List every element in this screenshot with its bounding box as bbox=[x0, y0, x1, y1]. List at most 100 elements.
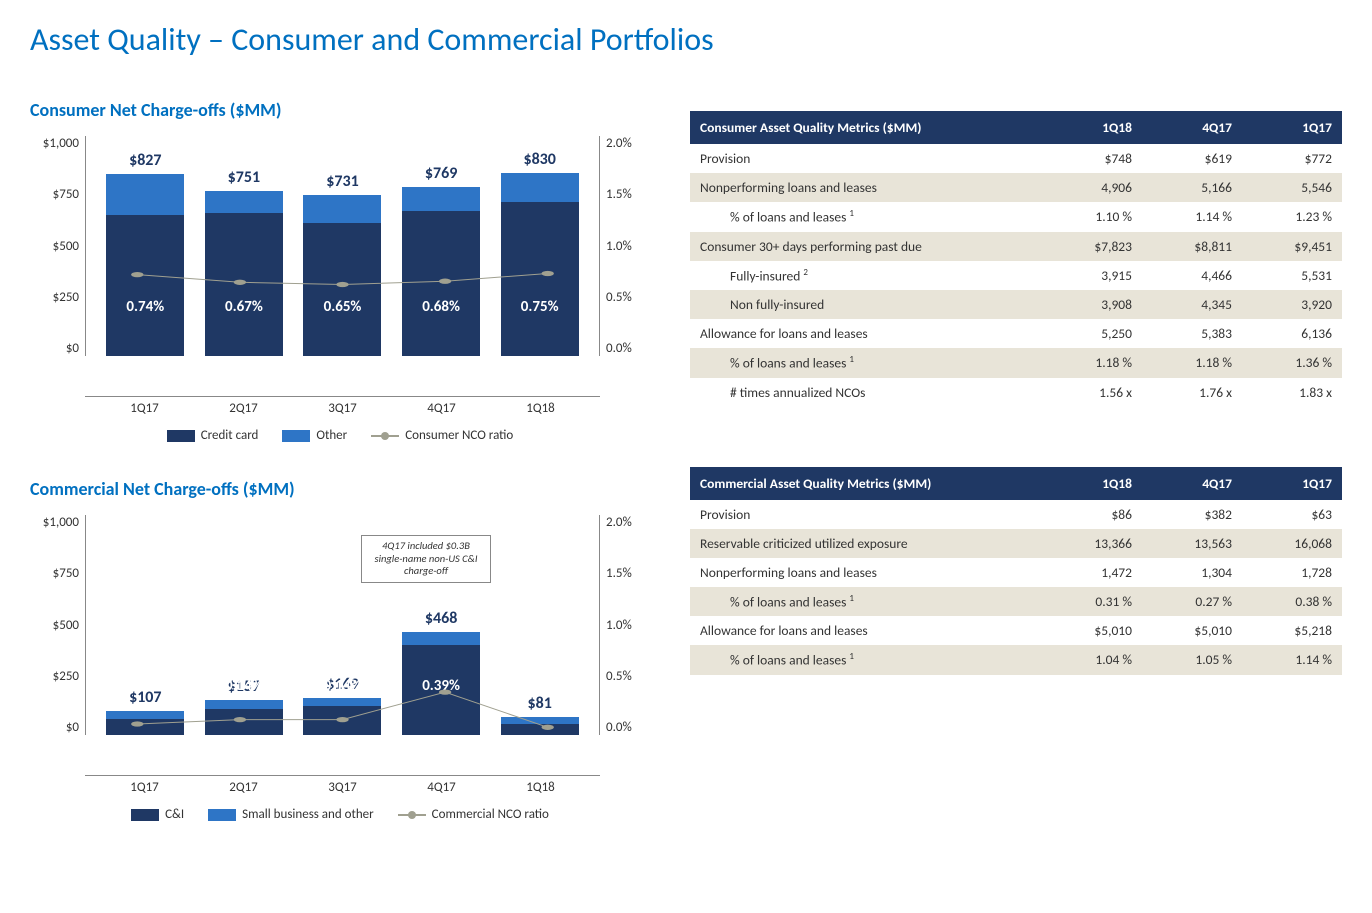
table-row: Nonperforming loans and leases4,9065,166… bbox=[690, 173, 1342, 202]
bar-pct-label: 0.14% bbox=[324, 677, 362, 695]
consumer-metrics-table: Consumer Asset Quality Metrics ($MM)1Q18… bbox=[690, 111, 1342, 407]
row-label: % of loans and leases 1 bbox=[690, 645, 1042, 675]
bar-total-label: $731 bbox=[326, 172, 358, 191]
bar-total-label: $81 bbox=[528, 694, 552, 713]
bar-pct-label: 0.67% bbox=[225, 298, 263, 316]
table-header: 4Q17 bbox=[1142, 467, 1242, 500]
table-row: Allowance for loans and leases5,2505,383… bbox=[690, 319, 1342, 348]
consumer-plot: $8270.74%$7510.67%$7310.65%$7690.68%$830… bbox=[85, 136, 600, 356]
bar-pct-label: 0.39% bbox=[422, 677, 460, 695]
row-value: $619 bbox=[1142, 144, 1242, 173]
page-title: Asset Quality – Consumer and Commercial … bbox=[30, 20, 1342, 59]
row-value: 1.18 % bbox=[1142, 348, 1242, 378]
row-label: Reservable criticized utilized exposure bbox=[690, 529, 1042, 558]
row-value: 5,531 bbox=[1242, 261, 1342, 291]
row-value: 3,920 bbox=[1242, 290, 1342, 319]
row-value: $86 bbox=[1042, 500, 1142, 529]
table-row: Consumer 30+ days performing past due$7,… bbox=[690, 232, 1342, 261]
row-value: 0.38 % bbox=[1242, 587, 1342, 617]
row-value: 1.56 x bbox=[1042, 378, 1142, 407]
row-value: $772 bbox=[1242, 144, 1342, 173]
row-value: $9,451 bbox=[1242, 232, 1342, 261]
bar-segment-secondary bbox=[106, 174, 184, 215]
table-row: Nonperforming loans and leases1,4721,304… bbox=[690, 558, 1342, 587]
row-value: $382 bbox=[1142, 500, 1242, 529]
commercial-annotation: 4Q17 included $0.3B single-name non-US C… bbox=[361, 535, 491, 583]
row-value: 1.04 % bbox=[1042, 645, 1142, 675]
legend-commercial-nco: Commercial NCO ratio bbox=[432, 807, 549, 822]
legend-other: Other bbox=[316, 428, 347, 443]
bar-segment-primary bbox=[402, 211, 480, 356]
row-value: 5,166 bbox=[1142, 173, 1242, 202]
bar-segment-secondary bbox=[303, 698, 381, 707]
main-layout: Consumer Net Charge-offs ($MM) $1,000$75… bbox=[30, 89, 1342, 857]
table-row: % of loans and leases 11.04 %1.05 %1.14 … bbox=[690, 645, 1342, 675]
row-label: Consumer 30+ days performing past due bbox=[690, 232, 1042, 261]
table-row: Allowance for loans and leases$5,010$5,0… bbox=[690, 616, 1342, 645]
legend-ci: C&I bbox=[165, 807, 184, 822]
bar-total-label: $468 bbox=[425, 609, 457, 628]
row-value: $8,811 bbox=[1142, 232, 1242, 261]
row-label: Provision bbox=[690, 144, 1042, 173]
row-value: 1.14 % bbox=[1242, 645, 1342, 675]
row-value: 1,472 bbox=[1042, 558, 1142, 587]
row-value: $5,010 bbox=[1142, 616, 1242, 645]
row-label: % of loans and leases 1 bbox=[690, 348, 1042, 378]
bar-segment-primary bbox=[501, 202, 579, 356]
commercial-chart-title: Commercial Net Charge-offs ($MM) bbox=[30, 478, 650, 500]
bar-segment-secondary bbox=[501, 717, 579, 724]
table-row: % of loans and leases 10.31 %0.27 %0.38 … bbox=[690, 587, 1342, 617]
row-label: Non fully-insured bbox=[690, 290, 1042, 319]
table-header: Commercial Asset Quality Metrics ($MM) bbox=[690, 467, 1042, 500]
row-value: 1.18 % bbox=[1042, 348, 1142, 378]
row-value: 1.23 % bbox=[1242, 202, 1342, 232]
row-value: 5,546 bbox=[1242, 173, 1342, 202]
table-row: % of loans and leases 11.18 %1.18 %1.36 … bbox=[690, 348, 1342, 378]
commercial-metrics-table: Commercial Asset Quality Metrics ($MM)1Q… bbox=[690, 467, 1342, 675]
row-value: 4,466 bbox=[1142, 261, 1242, 291]
legend-small-business: Small business and other bbox=[242, 807, 374, 822]
table-header: 1Q18 bbox=[1042, 467, 1142, 500]
commercial-y-left: $1,000$750$500$250$0 bbox=[30, 515, 85, 735]
row-value: $63 bbox=[1242, 500, 1342, 529]
row-label: Provision bbox=[690, 500, 1042, 529]
legend-consumer-nco: Consumer NCO ratio bbox=[405, 428, 513, 443]
row-value: 4,906 bbox=[1042, 173, 1142, 202]
row-value: 1.14 % bbox=[1142, 202, 1242, 232]
bar-segment-primary bbox=[106, 215, 184, 356]
bar-segment-secondary bbox=[106, 711, 184, 718]
table-header: 1Q17 bbox=[1242, 467, 1342, 500]
bar-segment-secondary bbox=[303, 195, 381, 223]
row-value: 3,915 bbox=[1042, 261, 1142, 291]
bar-pct-label: 0.65% bbox=[324, 298, 362, 316]
bar-total-label: $830 bbox=[523, 150, 555, 169]
table-row: # times annualized NCOs1.56 x1.76 x1.83 … bbox=[690, 378, 1342, 407]
bar-segment-primary bbox=[205, 709, 283, 735]
table-header: Consumer Asset Quality Metrics ($MM) bbox=[690, 111, 1042, 144]
table-header: 1Q17 bbox=[1242, 111, 1342, 144]
row-label: # times annualized NCOs bbox=[690, 378, 1042, 407]
commercial-x-axis: 1Q172Q173Q174Q171Q18 bbox=[85, 775, 600, 795]
consumer-legend: Credit card Other Consumer NCO ratio bbox=[30, 428, 650, 443]
row-value: 1.10 % bbox=[1042, 202, 1142, 232]
bar-segment-primary bbox=[303, 223, 381, 356]
table-row: Fully-insured 23,9154,4665,531 bbox=[690, 261, 1342, 291]
row-value: 13,366 bbox=[1042, 529, 1142, 558]
row-value: 13,563 bbox=[1142, 529, 1242, 558]
bar-segment-primary bbox=[501, 724, 579, 735]
bar-segment-secondary bbox=[205, 191, 283, 213]
consumer-y-right: 2.0%1.5%1.0%0.5%0.0% bbox=[600, 136, 650, 356]
left-column: Consumer Net Charge-offs ($MM) $1,000$75… bbox=[30, 89, 650, 857]
consumer-x-axis: 1Q172Q173Q174Q171Q18 bbox=[85, 396, 600, 416]
bar-segment-secondary bbox=[402, 187, 480, 211]
row-label: % of loans and leases 1 bbox=[690, 587, 1042, 617]
bar-pct-label: 0.14% bbox=[225, 677, 263, 695]
row-label: Allowance for loans and leases bbox=[690, 319, 1042, 348]
row-value: $748 bbox=[1042, 144, 1142, 173]
row-value: 1,728 bbox=[1242, 558, 1342, 587]
bar-total-label: $751 bbox=[228, 168, 260, 187]
table-row: Non fully-insured3,9084,3453,920 bbox=[690, 290, 1342, 319]
table-header: 4Q17 bbox=[1142, 111, 1242, 144]
row-value: $5,010 bbox=[1042, 616, 1142, 645]
row-value: 0.31 % bbox=[1042, 587, 1142, 617]
